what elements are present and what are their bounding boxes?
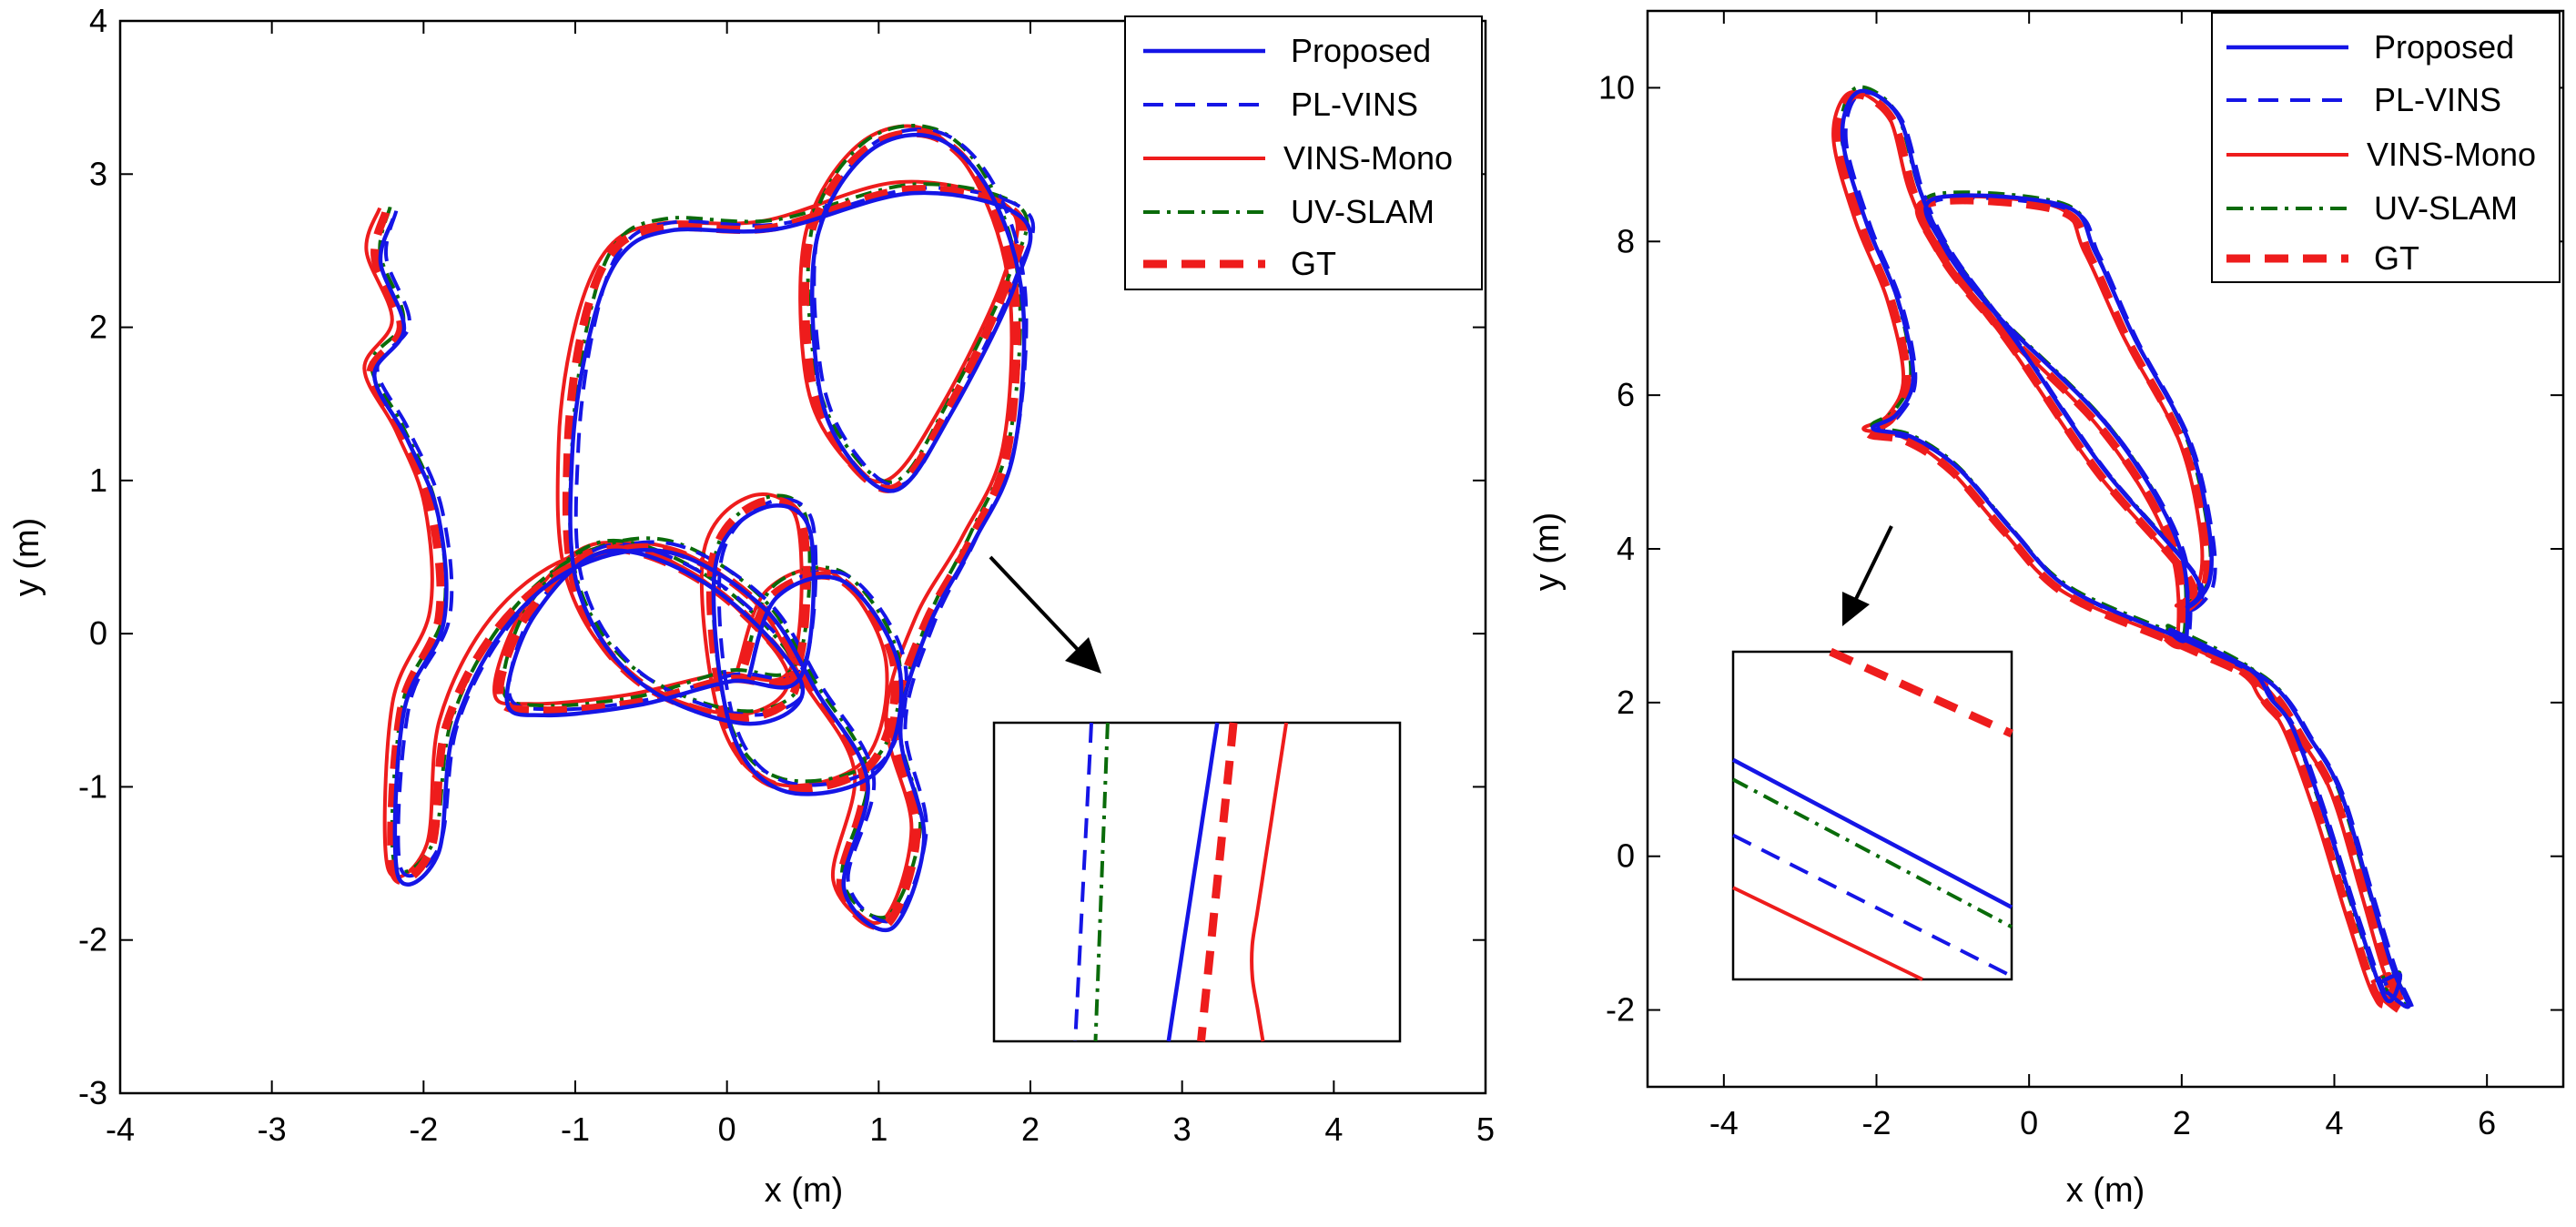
- y-tick-label: 0: [1617, 837, 1635, 875]
- y-axis-label-right: y (m): [1528, 512, 1567, 592]
- legend-box-left: [1124, 15, 1483, 290]
- legend-entry-proposed: Proposed: [2226, 28, 2514, 66]
- legend-entry-proposed: Proposed: [1143, 32, 1431, 69]
- inset-line-proposed: [1166, 722, 1220, 1042]
- trajectory-proposed: [372, 132, 1033, 933]
- legend-label: VINS-Mono: [1283, 139, 1453, 177]
- y-tick-label: -3: [78, 1074, 107, 1111]
- inset-line-pl-vins: [1073, 722, 1093, 1042]
- y-tick-label: 10: [1598, 68, 1635, 106]
- inset-line-vins-mono: [1732, 886, 1923, 981]
- x-tick-label: 0: [718, 1110, 736, 1148]
- trajectory-gt: [366, 128, 1028, 931]
- x-tick-label: -1: [561, 1110, 590, 1148]
- legend-label: PL-VINS: [1291, 86, 1418, 123]
- y-tick-label: -2: [1606, 991, 1635, 1029]
- inset-left: [992, 721, 1402, 1043]
- chart-right: -4 -2 0 2 4 6 -2 0 2 4 6 8 10 x (m) y (m) Proposed P…: [1528, 9, 2565, 1210]
- trajectories-left: [362, 123, 1036, 933]
- x-tick-label: -2: [409, 1110, 438, 1148]
- legend-label: Proposed: [2374, 28, 2514, 66]
- legend-label: Proposed: [1291, 32, 1431, 69]
- x-tick-label: 0: [2020, 1104, 2038, 1141]
- legend-right: Proposed PL-VINS VINS-Mono UV-SLAM GT: [2211, 12, 2561, 283]
- legend-entry-vins-mono: VINS-Mono: [1143, 139, 1453, 177]
- y-tick-label: -2: [78, 921, 107, 958]
- x-tick-label: 3: [1173, 1110, 1192, 1148]
- y-tick-label: 6: [1617, 376, 1635, 413]
- trajectory-uv-slam: [369, 123, 1029, 920]
- y-tick-label: 0: [89, 614, 107, 652]
- x-tick-label: -4: [1709, 1104, 1739, 1141]
- inset-frame-left: [992, 721, 1402, 1043]
- y-tick-label: 3: [89, 155, 107, 192]
- y-tick-label: 4: [1617, 530, 1635, 567]
- inset-right: [1731, 647, 2013, 981]
- legend-entry-uv-slam: UV-SLAM: [1143, 193, 1435, 230]
- x-tick-label: 5: [1476, 1110, 1495, 1148]
- inset-lines-left: [1073, 722, 1289, 1042]
- inset-line-proposed: [1731, 757, 2013, 909]
- legend-entry-uv-slam: UV-SLAM: [2226, 189, 2518, 227]
- inset-line-gt: [1829, 647, 2013, 738]
- legend-entry-pl-vins: PL-VINS: [2226, 81, 2501, 118]
- inset-line-gt: [1197, 722, 1238, 1042]
- legend-entry-gt: GT: [1143, 245, 1336, 282]
- y-tick-label: 4: [89, 2, 107, 39]
- trajectory-gt: [1834, 90, 2408, 1015]
- legend-box-right: [2211, 12, 2561, 283]
- inset-frame-right: [1731, 650, 2013, 981]
- inset-line-vins-mono: [1250, 722, 1289, 1042]
- inset-lines-right: [1731, 647, 2013, 981]
- x-axis-label-left: x (m): [765, 1171, 844, 1210]
- y-tick-label: 2: [89, 309, 107, 346]
- y-tick-label: 8: [1617, 222, 1635, 259]
- zoom-arrow-right: [1842, 525, 1893, 626]
- y-tick-label: 1: [89, 461, 107, 499]
- x-tick-label: 4: [2325, 1104, 2343, 1141]
- trajectories-right: [1831, 85, 2415, 1015]
- x-tick-label: 6: [2478, 1104, 2496, 1141]
- y-axis-label-left: y (m): [8, 518, 46, 597]
- legend-label: UV-SLAM: [2374, 189, 2518, 227]
- legend-label: GT: [2374, 239, 2419, 277]
- legend-label: GT: [1291, 245, 1336, 282]
- y-tick-label: 2: [1617, 684, 1635, 721]
- legend-entry-vins-mono: VINS-Mono: [2226, 136, 2536, 173]
- x-tick-label: 2: [2173, 1104, 2191, 1141]
- x-tick-label: -4: [106, 1110, 135, 1148]
- trajectory-proposed: [1840, 88, 2411, 1009]
- x-tick-label: 4: [1324, 1110, 1343, 1148]
- tick-labels-right: -4 -2 0 2 4 6 -2 0 2 4 6 8 10: [1598, 68, 2496, 1141]
- x-tick-label: -2: [1861, 1104, 1891, 1141]
- inset-line-pl-vins: [1732, 833, 2013, 979]
- legend-label: VINS-Mono: [2367, 136, 2536, 173]
- legend-entry-pl-vins: PL-VINS: [1143, 86, 1418, 123]
- x-tick-label: 2: [1021, 1110, 1040, 1148]
- y-tick-label: -1: [78, 767, 107, 805]
- legend-left: Proposed PL-VINS VINS-Mono UV-SLAM GT: [1124, 15, 1483, 290]
- legend-label: UV-SLAM: [1291, 193, 1435, 230]
- zoom-arrow-left: [989, 555, 1101, 674]
- legend-label: PL-VINS: [2374, 81, 2501, 118]
- x-tick-label: -3: [258, 1110, 287, 1148]
- legend-entry-gt: GT: [2226, 239, 2419, 277]
- x-axis-label-right: x (m): [2066, 1171, 2145, 1210]
- x-tick-label: 1: [869, 1110, 887, 1148]
- tick-marks-right: [1648, 11, 2563, 1087]
